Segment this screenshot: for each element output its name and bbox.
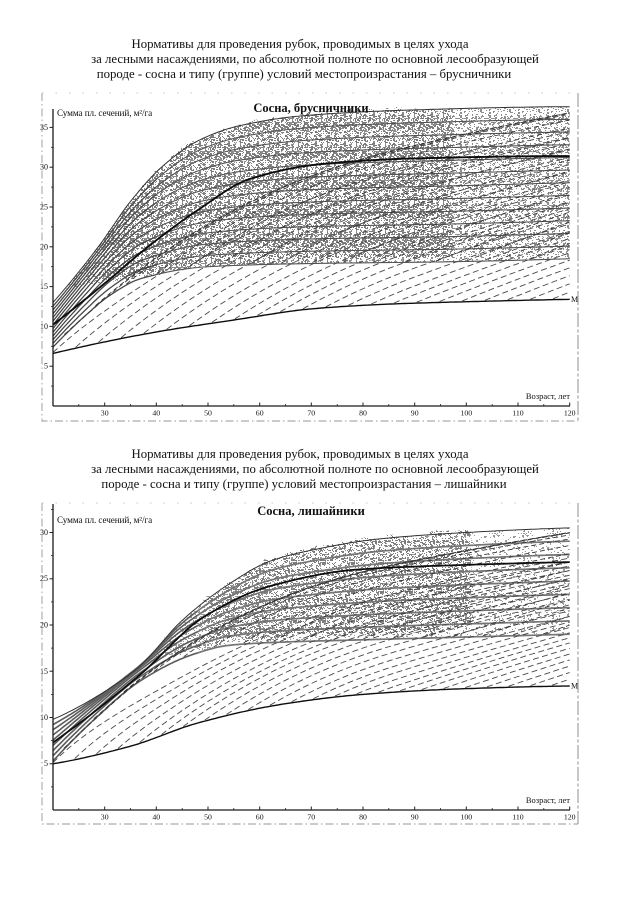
svg-text:60: 60: [256, 813, 264, 822]
svg-text:90: 90: [411, 409, 419, 418]
svg-text:110: 110: [512, 409, 524, 418]
svg-text:70: 70: [307, 409, 315, 418]
svg-text:30: 30: [101, 813, 109, 822]
svg-text:Сумма пл. сечений, м²/га: Сумма пл. сечений, м²/га: [57, 515, 152, 525]
svg-text:10: 10: [40, 713, 48, 722]
svg-text:М: М: [571, 295, 578, 304]
svg-text:25: 25: [40, 203, 48, 212]
svg-text:М: М: [571, 682, 578, 691]
svg-text:30: 30: [101, 409, 109, 418]
svg-text:40: 40: [152, 409, 160, 418]
svg-text:110: 110: [512, 813, 524, 822]
svg-text:20: 20: [40, 242, 48, 251]
svg-text:30: 30: [40, 163, 48, 172]
svg-text:15: 15: [40, 667, 48, 676]
svg-text:5: 5: [44, 362, 48, 371]
svg-text:120: 120: [564, 409, 576, 418]
svg-text:90: 90: [411, 813, 419, 822]
svg-text:Сосна, лишайники: Сосна, лишайники: [257, 504, 365, 518]
svg-text:70: 70: [307, 813, 315, 822]
svg-text:50: 50: [204, 813, 212, 822]
svg-text:120: 120: [564, 813, 576, 822]
svg-text:Возраст, лет: Возраст, лет: [526, 795, 570, 805]
svg-text:50: 50: [204, 409, 212, 418]
svg-text:Сумма пл. сечений, м²/га: Сумма пл. сечений, м²/га: [57, 108, 152, 118]
svg-text:Возраст, лет: Возраст, лет: [526, 391, 570, 401]
svg-text:35: 35: [40, 123, 48, 132]
svg-text:80: 80: [359, 813, 367, 822]
svg-text:Сосна, брусничники: Сосна, брусничники: [253, 101, 368, 115]
svg-text:20: 20: [40, 621, 48, 630]
svg-text:30: 30: [40, 528, 48, 537]
svg-text:10: 10: [40, 322, 48, 331]
svg-text:100: 100: [460, 409, 472, 418]
svg-text:15: 15: [40, 282, 48, 291]
svg-text:60: 60: [256, 409, 264, 418]
svg-text:40: 40: [152, 813, 160, 822]
svg-text:25: 25: [40, 574, 48, 583]
svg-text:5: 5: [44, 759, 48, 768]
svg-text:100: 100: [460, 813, 472, 822]
svg-text:80: 80: [359, 409, 367, 418]
